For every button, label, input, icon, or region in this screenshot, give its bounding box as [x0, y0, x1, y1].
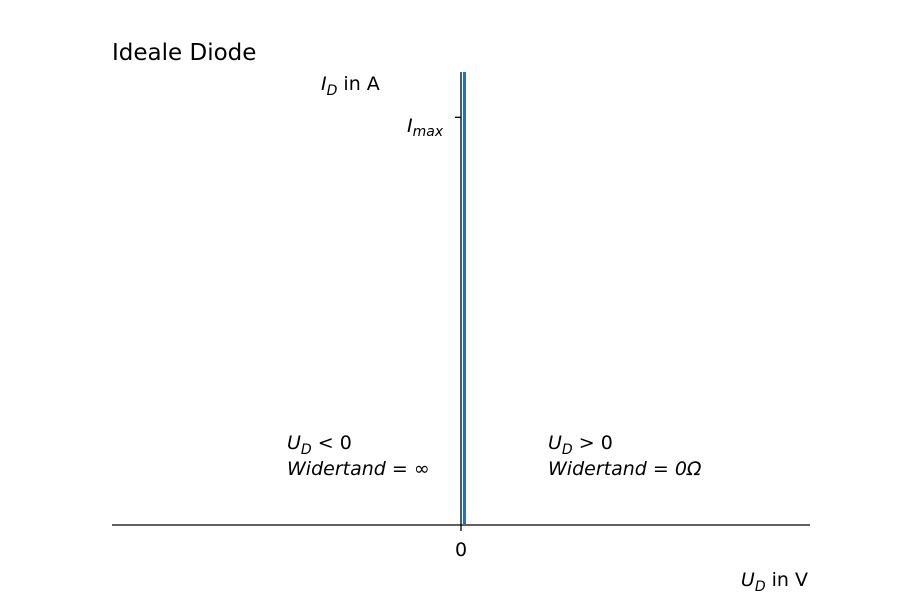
annotation-negative-condition: UD < 0 — [287, 432, 352, 458]
y-axis-subscript: D — [327, 83, 338, 99]
y-axis-label: ID in A — [321, 73, 380, 99]
x-axis-label: UD in V — [741, 569, 808, 595]
y-axis-unit: in A — [337, 73, 379, 95]
plot-area: 0 — [112, 72, 810, 561]
annotation-positive-resistance: Widertand = 0Ω — [548, 458, 702, 480]
annotation-negative-relation: < 0 — [312, 432, 352, 454]
x-axis-symbol: U — [741, 569, 755, 591]
annotation-positive-relation: > 0 — [573, 432, 613, 454]
y-axis-symbol: I — [321, 73, 327, 95]
annotation-positive-symbol: U — [548, 432, 562, 454]
x-axis-subscript: D — [755, 579, 766, 595]
x-tick-label-0: 0 — [455, 539, 467, 561]
annotation-negative-resistance: Widertand = ∞ — [287, 458, 430, 480]
annotation-positive-condition: UD > 0 — [548, 432, 613, 458]
annotation-positive-subscript: D — [562, 442, 573, 458]
y-tick-label-imax: Imax — [407, 115, 444, 140]
chart-title: Ideale Diode — [112, 40, 256, 66]
annotation-negative-symbol: U — [287, 432, 301, 454]
x-axis-unit: in V — [766, 569, 808, 591]
y-tick-subscript: max — [413, 124, 444, 140]
y-tick-symbol: I — [407, 115, 413, 137]
annotation-negative-subscript: D — [301, 442, 312, 458]
